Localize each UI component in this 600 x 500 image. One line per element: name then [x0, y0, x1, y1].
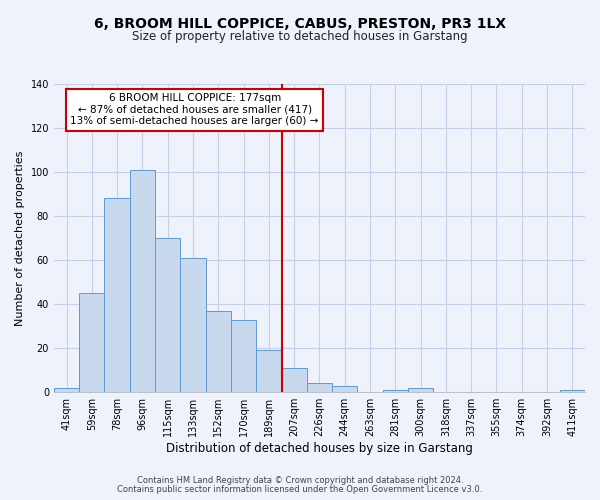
Bar	[560, 390, 585, 392]
Bar	[104, 198, 130, 392]
Text: Contains public sector information licensed under the Open Government Licence v3: Contains public sector information licen…	[118, 485, 482, 494]
Bar	[181, 258, 206, 392]
Bar	[383, 390, 408, 392]
Text: Contains HM Land Registry data © Crown copyright and database right 2024.: Contains HM Land Registry data © Crown c…	[137, 476, 463, 485]
Bar	[231, 320, 256, 392]
X-axis label: Distribution of detached houses by size in Garstang: Distribution of detached houses by size …	[166, 442, 473, 455]
Bar	[79, 293, 104, 392]
Bar	[408, 388, 433, 392]
Text: 6, BROOM HILL COPPICE, CABUS, PRESTON, PR3 1LX: 6, BROOM HILL COPPICE, CABUS, PRESTON, P…	[94, 18, 506, 32]
Text: 6 BROOM HILL COPPICE: 177sqm
← 87% of detached houses are smaller (417)
13% of s: 6 BROOM HILL COPPICE: 177sqm ← 87% of de…	[70, 93, 319, 126]
Bar	[281, 368, 307, 392]
Y-axis label: Number of detached properties: Number of detached properties	[15, 150, 25, 326]
Bar	[130, 170, 155, 392]
Bar	[307, 384, 332, 392]
Text: Size of property relative to detached houses in Garstang: Size of property relative to detached ho…	[132, 30, 468, 43]
Bar	[256, 350, 281, 392]
Bar	[332, 386, 358, 392]
Bar	[155, 238, 181, 392]
Bar	[206, 311, 231, 392]
Bar	[54, 388, 79, 392]
